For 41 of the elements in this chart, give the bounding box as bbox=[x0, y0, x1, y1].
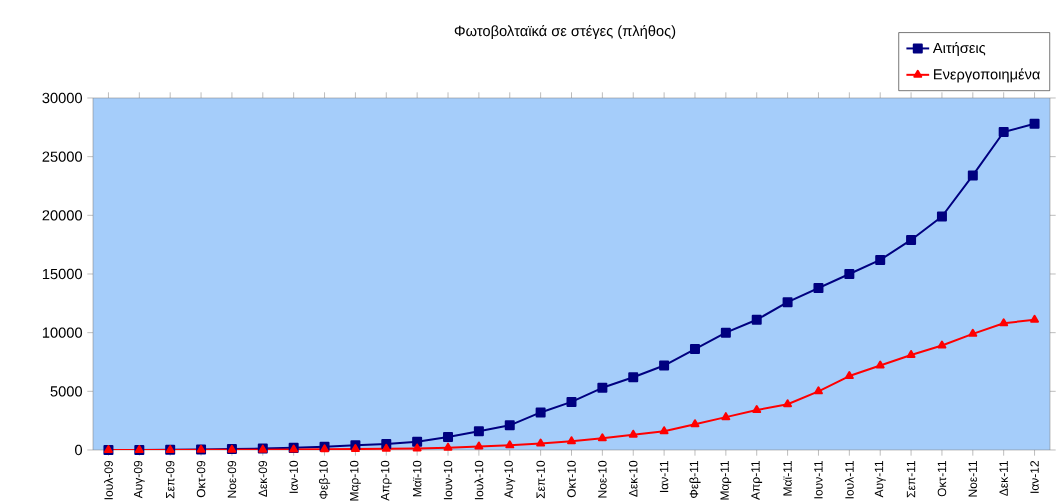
y-tick-label: 5000 bbox=[50, 386, 83, 397]
x-tick-label: Απρ-10 bbox=[380, 460, 392, 501]
legend-label: Ενεργοποιημένα bbox=[934, 68, 1040, 83]
x-tick-label: Ιουν-10 bbox=[443, 460, 453, 500]
x-tick-label: Απρ-11 bbox=[751, 460, 763, 500]
x-tick-label: Σεπ-09 bbox=[165, 460, 175, 499]
x-tick-label: Φεβ-11 bbox=[689, 460, 701, 498]
legend-label: Αιτήσεις bbox=[932, 41, 986, 56]
y-tick-label: 10000 bbox=[42, 327, 83, 338]
x-tick-label: Μαρ-10 bbox=[349, 460, 361, 501]
x-tick-label: Δεκ-10 bbox=[628, 460, 638, 497]
chart-title: Φωτοβολταϊκά σε στέγες (πλήθος) bbox=[454, 24, 676, 40]
x-tick-label: Σεπ-11 bbox=[906, 460, 916, 498]
x-tick-label: Αυγ-10 bbox=[504, 460, 516, 499]
x-tick-label: Οκτ-10 bbox=[567, 460, 576, 498]
x-tick-label: Αυγ-09 bbox=[133, 460, 145, 499]
x-tick-label: Ιουλ-10 bbox=[474, 460, 484, 500]
x-tick-label: Φεβ-10 bbox=[318, 460, 331, 499]
y-tick-label: 15000 bbox=[42, 268, 83, 280]
x-tick-label: Οκτ-09 bbox=[196, 460, 206, 498]
x-tick-label: Ιαν-12 bbox=[1030, 461, 1039, 493]
x-tick-label: Ιουλ-11 bbox=[844, 460, 854, 499]
y-tick-label: 25000 bbox=[42, 151, 83, 162]
x-tick-label: Αυγ-11 bbox=[874, 460, 886, 498]
x-tick-label: Νοε-10 bbox=[598, 460, 607, 498]
x-tick-label: Νοε-11 bbox=[968, 460, 978, 497]
x-tick-label: Ιαν-10 bbox=[289, 460, 298, 493]
x-tick-label: Μαρ-11 bbox=[720, 460, 732, 500]
y-tick-label: 20000 bbox=[42, 210, 83, 221]
y-tick-label: 30000 bbox=[42, 92, 83, 104]
x-tick-label: Μαϊ-10 bbox=[412, 460, 422, 497]
x-tick-label: Δεκ-11 bbox=[999, 460, 1008, 496]
x-tick-label: Οκτ-11 bbox=[937, 460, 947, 497]
x-tick-label: Ιουλ-09 bbox=[104, 460, 113, 500]
x-tick-label: Δεκ-09 bbox=[258, 460, 268, 497]
x-tick-label: Ιαν-11 bbox=[659, 460, 669, 492]
x-tick-label: Ιουν-11 bbox=[814, 460, 823, 499]
x-tick-label: Σεπ-10 bbox=[536, 460, 545, 499]
y-tick-label: 0 bbox=[75, 444, 83, 456]
x-tick-label: Μαϊ-11 bbox=[783, 460, 792, 496]
x-tick-label: Νοε-09 bbox=[227, 460, 237, 498]
